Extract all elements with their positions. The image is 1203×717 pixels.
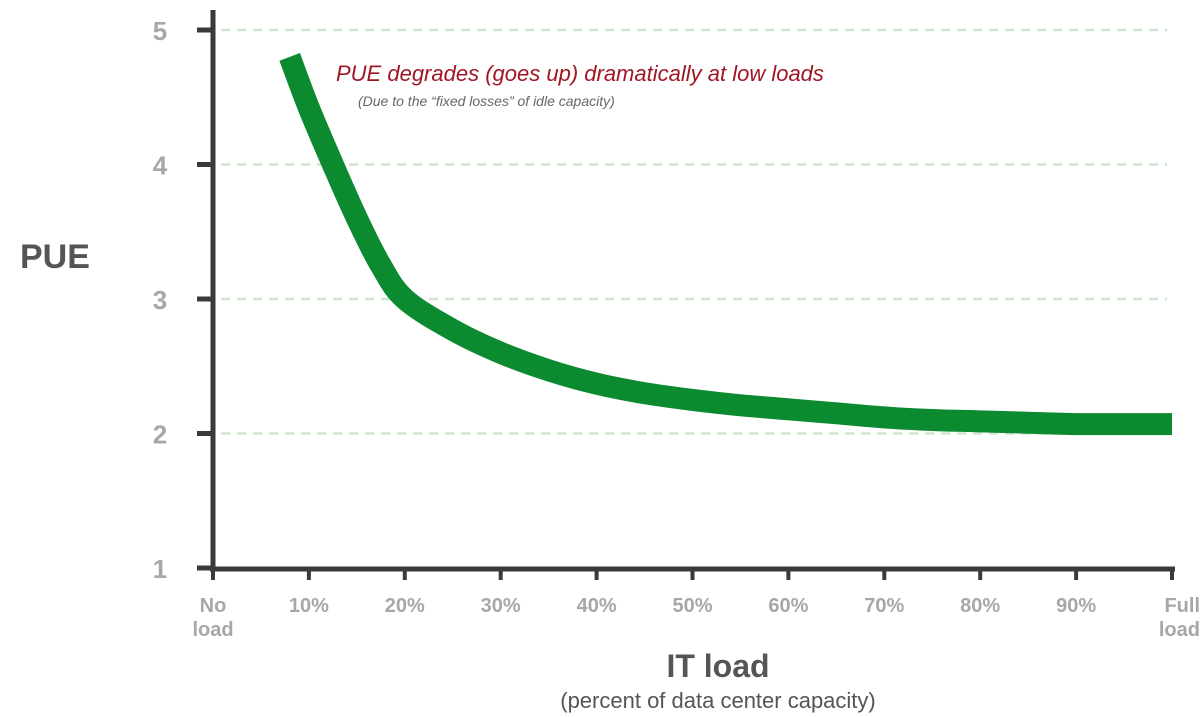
y-tick-label: 3 [153,285,167,315]
x-axis-label: IT load [666,648,769,684]
series [279,53,1172,436]
x-tick-label: Full [1164,595,1200,617]
x-tick-label: load [192,619,233,641]
x-tick-label: 40% [577,595,617,617]
x-tick-label: 10% [289,595,329,617]
x-tick-label: No [200,595,227,617]
x-tick-label: 70% [864,595,904,617]
pue-curve [279,53,1172,436]
y-tick-label: 1 [153,554,167,584]
y-ticks: 1 2 3 4 5 [153,16,213,584]
y-axis-label: PUE [20,238,90,276]
grid-lines [221,28,1167,435]
axes [210,10,1175,572]
y-tick-label: 5 [153,16,167,46]
annotation-text: PUE degrades (goes up) dramatically at l… [336,61,824,86]
x-tick-label: 50% [672,595,712,617]
x-tick-label: 30% [481,595,521,617]
x-tick-label: 90% [1056,595,1096,617]
x-tick-label: 20% [385,595,425,617]
x-tick-label: load [1159,619,1200,641]
x-tick-label: 80% [960,595,1000,617]
x-axis-sublabel: (percent of data center capacity) [560,688,876,713]
y-tick-label: 4 [153,151,168,181]
x-tick-label: 60% [768,595,808,617]
annotation-subtext: (Due to the “fixed losses” of idle capac… [358,93,615,109]
y-tick-label: 2 [153,420,167,450]
